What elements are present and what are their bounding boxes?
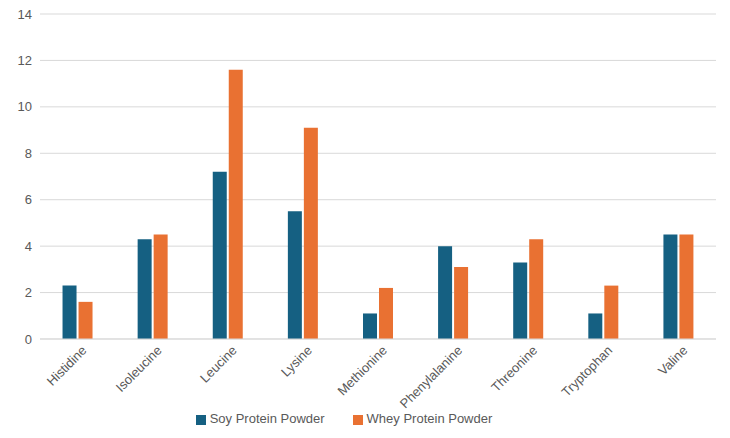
- svg-text:Histidine: Histidine: [44, 343, 90, 389]
- svg-text:2: 2: [25, 285, 32, 300]
- svg-text:Phenylalanine: Phenylalanine: [397, 343, 465, 411]
- svg-text:0: 0: [25, 332, 32, 347]
- svg-text:10: 10: [18, 99, 32, 114]
- svg-text:6: 6: [25, 192, 32, 207]
- svg-text:Leucine: Leucine: [197, 343, 240, 386]
- svg-text:Threonine: Threonine: [488, 343, 540, 395]
- svg-text:Methionine: Methionine: [334, 343, 390, 399]
- svg-text:12: 12: [18, 53, 32, 68]
- html-text:Soy Protein Powder: Soy Protein Powder: [209, 411, 325, 426]
- svg-text:4: 4: [25, 239, 32, 254]
- svg-text:14: 14: [18, 7, 32, 22]
- svg-text:Valine: Valine: [655, 343, 690, 378]
- svg-text:Tryptophan: Tryptophan: [559, 343, 616, 400]
- svg-text:Isoleucine: Isoleucine: [113, 343, 165, 395]
- svg-text:8: 8: [25, 146, 32, 161]
- svg-text:Lysine: Lysine: [278, 343, 315, 380]
- html-text:Whey Protein Powder: Whey Protein Powder: [366, 411, 493, 426]
